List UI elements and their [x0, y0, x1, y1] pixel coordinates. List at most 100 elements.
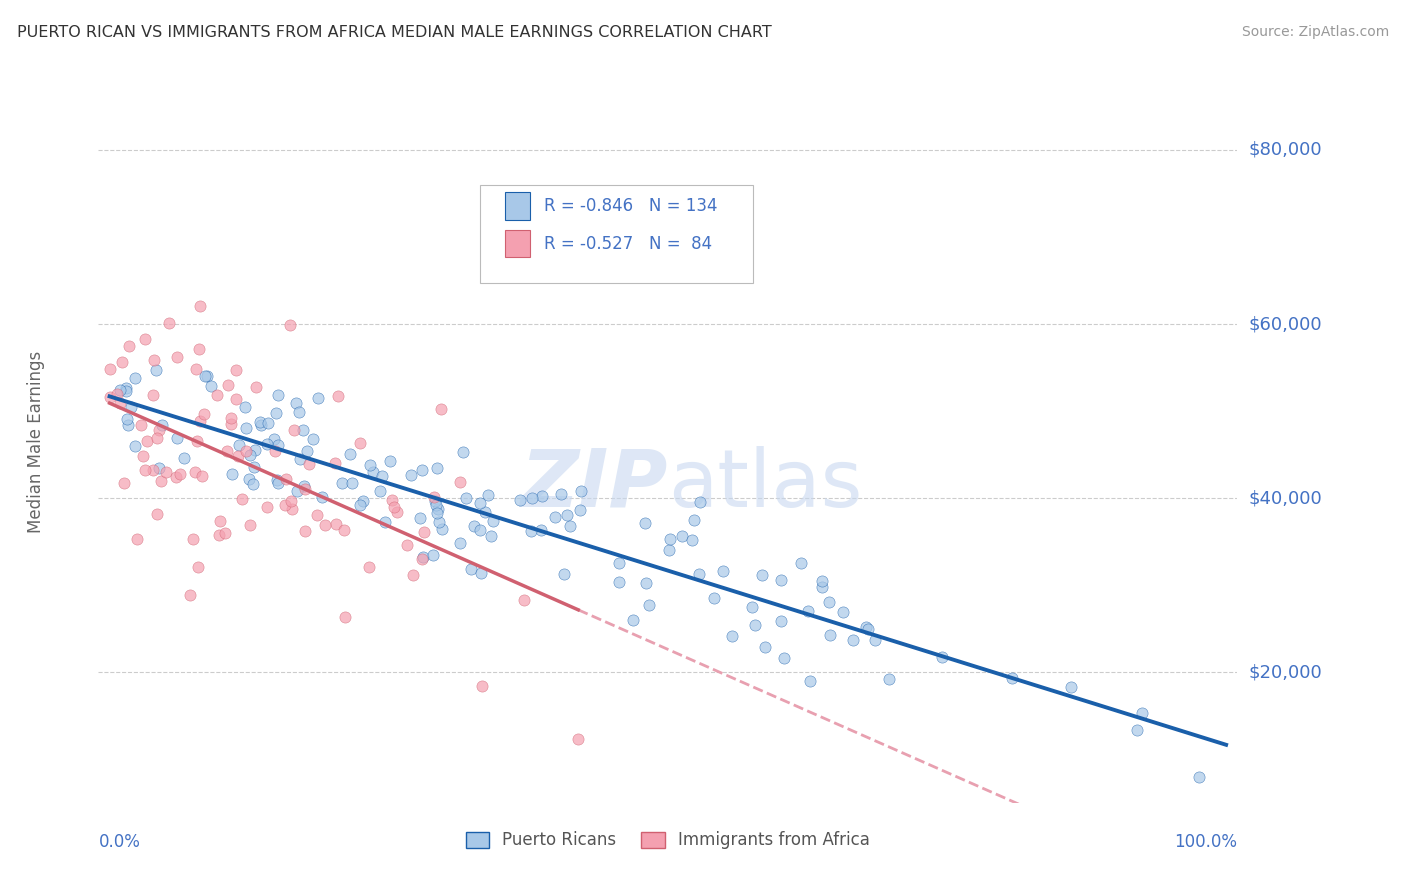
Legend: Puerto Ricans, Immigrants from Africa: Puerto Ricans, Immigrants from Africa [458, 824, 877, 856]
Point [142, 388, 165, 402]
Point [378, 454, 401, 468]
Point [98, 361, 121, 376]
Point [412, 549, 434, 564]
Point [264, 444, 287, 458]
Point [214, 525, 236, 540]
Text: R = -0.527   N =  84: R = -0.527 N = 84 [544, 235, 711, 252]
Point [402, 567, 425, 582]
Point [449, 535, 471, 549]
Point [520, 524, 543, 539]
Point [555, 508, 578, 522]
Point [427, 502, 450, 516]
Point [166, 350, 188, 364]
Point [184, 361, 207, 376]
Point [242, 460, 264, 475]
Point [349, 498, 371, 512]
Point [658, 532, 681, 546]
Point [637, 599, 659, 613]
Point [550, 487, 572, 501]
Point [205, 388, 228, 402]
Point [477, 488, 499, 502]
Point [401, 468, 423, 483]
Point [179, 588, 201, 602]
FancyBboxPatch shape [479, 185, 754, 283]
Point [430, 522, 453, 536]
Point [427, 515, 450, 529]
Point [810, 580, 832, 594]
Point [770, 573, 793, 587]
Point [381, 492, 404, 507]
Point [263, 433, 285, 447]
Point [423, 494, 446, 508]
Point [468, 523, 491, 537]
Point [842, 632, 865, 647]
Point [474, 505, 496, 519]
Point [292, 478, 315, 492]
Point [770, 614, 793, 628]
Point [721, 629, 744, 643]
Point [333, 523, 356, 537]
Point [671, 529, 693, 543]
Point [266, 438, 288, 452]
Point [634, 516, 657, 531]
Bar [505, 230, 530, 257]
Point [280, 494, 302, 508]
Point [142, 463, 165, 477]
Point [274, 498, 297, 512]
Point [1188, 770, 1211, 784]
Point [754, 640, 776, 654]
Point [200, 379, 222, 393]
Point [217, 378, 239, 392]
Point [181, 532, 204, 546]
Point [544, 510, 567, 524]
Point [568, 503, 591, 517]
Point [513, 593, 536, 607]
Point [479, 529, 502, 543]
Point [408, 511, 430, 525]
Point [482, 514, 505, 528]
Point [797, 604, 820, 618]
Point [607, 556, 630, 570]
Point [359, 458, 381, 473]
Point [558, 519, 581, 533]
Point [197, 369, 219, 384]
Point [150, 474, 173, 488]
Text: 100.0%: 100.0% [1174, 833, 1237, 851]
Point [790, 556, 813, 570]
Point [221, 467, 243, 481]
Point [553, 567, 575, 582]
Point [451, 445, 474, 459]
Point [799, 673, 821, 688]
Point [285, 483, 308, 498]
Text: PUERTO RICAN VS IMMIGRANTS FROM AFRICA MEDIAN MALE EARNINGS CORRELATION CHART: PUERTO RICAN VS IMMIGRANTS FROM AFRICA M… [17, 25, 772, 40]
Point [228, 437, 250, 451]
Point [115, 381, 138, 395]
Text: Median Male Earnings: Median Male Earnings [27, 351, 45, 533]
Point [411, 462, 433, 476]
Point [425, 498, 447, 512]
Point [623, 613, 645, 627]
Point [1132, 706, 1154, 720]
Point [298, 457, 321, 471]
Point [239, 518, 262, 533]
Point [396, 538, 419, 552]
Point [352, 494, 374, 508]
Point [266, 406, 288, 420]
Point [108, 396, 131, 410]
Point [155, 465, 177, 479]
Point [187, 342, 209, 356]
Point [169, 467, 191, 481]
Point [426, 460, 449, 475]
Point [134, 463, 156, 477]
Point [374, 515, 396, 529]
Point [682, 513, 704, 527]
Point [471, 679, 494, 693]
Point [249, 417, 271, 432]
Point [711, 565, 734, 579]
Point [294, 524, 316, 539]
Point [411, 552, 433, 566]
Point [863, 633, 886, 648]
Point [173, 451, 195, 466]
Point [460, 562, 482, 576]
Point [283, 423, 305, 437]
